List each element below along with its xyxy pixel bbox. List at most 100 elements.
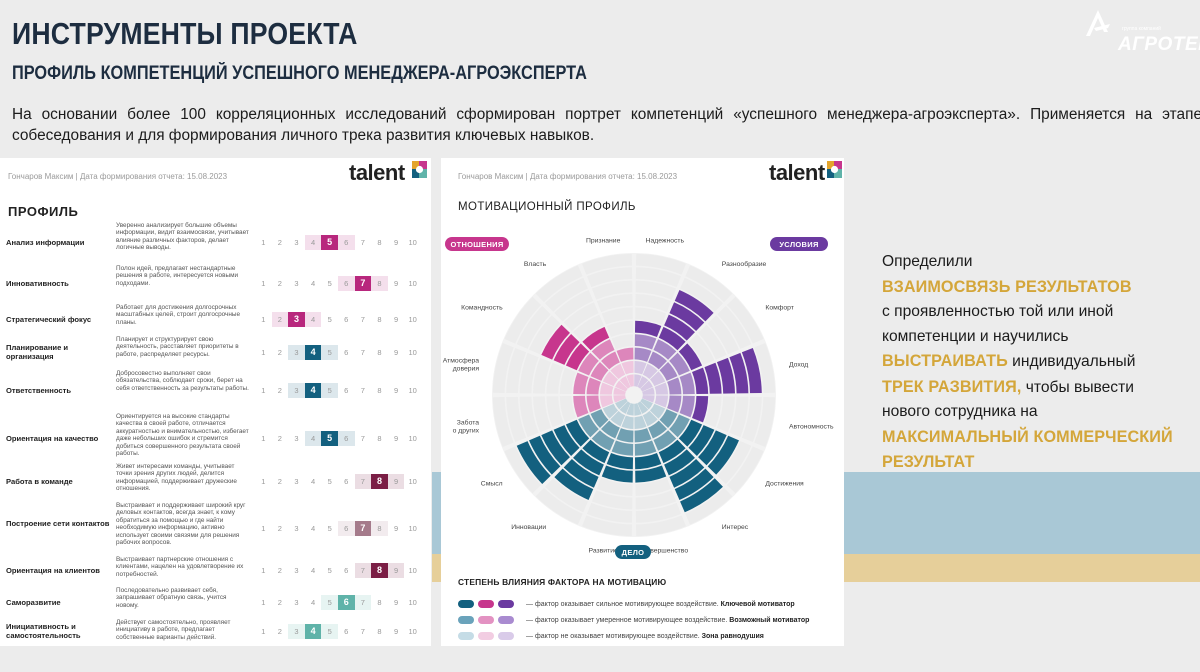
wheel-cell-empty xyxy=(606,320,634,337)
wheel-segment xyxy=(648,420,667,439)
competency-scale: 1 2 3 4 5 6 7 8 9 10 xyxy=(255,430,421,446)
competency-description: Живет интересами команды, учитывает точк… xyxy=(116,463,237,493)
scale-selected-value: 6 xyxy=(337,594,355,610)
wheel-cell-empty xyxy=(535,487,583,525)
motivation-card-header: Гончаров Максим | Дата формирования отче… xyxy=(458,172,678,181)
scale-value: 6 xyxy=(337,430,355,446)
scale-value: 5 xyxy=(321,382,338,398)
wheel-cell-empty xyxy=(611,334,634,350)
scale-value: 7 xyxy=(354,594,372,610)
wheel-segment xyxy=(658,439,686,464)
wheel-cell-empty xyxy=(591,280,633,300)
wheel-segment xyxy=(591,430,615,451)
wheel-segment xyxy=(541,324,570,360)
scale-value: 2 xyxy=(277,565,282,575)
wheel-segment xyxy=(729,352,749,394)
competency-label: Ориентация на клиентов xyxy=(6,565,100,575)
wheel-cell-empty xyxy=(545,478,588,513)
wheel-segment xyxy=(692,367,709,395)
scale-value: 5 xyxy=(327,278,332,288)
competency-label: Ответственность xyxy=(6,385,71,395)
scale-value: 2 xyxy=(271,311,289,327)
wheel-cell-empty xyxy=(545,277,588,312)
scale-value: 2 xyxy=(277,523,282,533)
scale-value: 1 xyxy=(261,314,266,324)
profile-card: Гончаров Максим | Дата формирования отче… xyxy=(0,158,431,646)
wheel-factor-label: Атмосфера доверия xyxy=(443,358,480,373)
scale-value: 7 xyxy=(360,314,365,324)
competency-label: Ориентация на качество xyxy=(6,433,99,443)
wheel-segment xyxy=(659,362,678,381)
wheel-segment xyxy=(601,351,620,370)
competency-scale: 1 2 3 4 5 6 7 8 9 10 xyxy=(255,275,421,291)
wheel-cell-empty xyxy=(492,397,514,447)
scale-value: 1 xyxy=(261,523,266,533)
competency-description: Ориентируется на высокие стандарты качес… xyxy=(116,413,249,458)
scale-value: 7 xyxy=(360,385,365,395)
scale-value: 1 xyxy=(261,626,266,636)
wheel-segment xyxy=(634,320,662,337)
competency-description: Уверенно анализирует большие объемы инфо… xyxy=(116,222,249,252)
scale-value: 10 xyxy=(408,347,417,357)
wheel-segment xyxy=(669,459,705,488)
wheel-segment xyxy=(573,372,589,395)
wheel-segment xyxy=(626,374,634,387)
wheel-segment xyxy=(640,380,653,392)
wheel-cell-empty xyxy=(635,502,682,523)
scale-value: 9 xyxy=(393,314,399,324)
scale-value: 7 xyxy=(360,626,365,636)
scale-value: 6 xyxy=(344,565,349,575)
wheel-segment xyxy=(590,409,609,428)
scale-value: 2 xyxy=(277,385,282,395)
wheel-cell-empty xyxy=(635,307,667,325)
intro-paragraph: На основании более 100 корреляционных ис… xyxy=(12,106,1200,144)
wheel-segment xyxy=(582,326,610,351)
scale-value: 1 xyxy=(261,565,266,575)
wheel-segment xyxy=(669,302,705,331)
competency-row: Анализ информации Уверенно анализирует бо… xyxy=(0,222,431,262)
competency-scale: 1 2 3 4 5 6 7 8 9 10 xyxy=(255,562,421,578)
wheel-segment xyxy=(615,398,628,410)
wheel-factor-label: Признание xyxy=(586,238,621,245)
wheel-cell-empty xyxy=(726,446,764,494)
wheel-segment xyxy=(573,449,604,476)
wheel-cell-empty xyxy=(635,490,677,510)
wheel-factor-label: Командность xyxy=(461,305,503,312)
competency-description: Добросовестно выполняет свои обязательст… xyxy=(116,370,249,392)
wheel-segment xyxy=(654,395,668,408)
wheel-segment xyxy=(649,371,666,387)
competency-row: Инициативность и самостоятельность Действ… xyxy=(0,619,431,643)
legend-text: — фактор оказывает умеренное мотивирующе… xyxy=(526,617,809,624)
side-highlight-3: трек развития, xyxy=(882,377,1022,396)
wheel-cell-empty xyxy=(741,396,762,443)
scale-value: 1 xyxy=(261,433,266,443)
wheel-cell-empty xyxy=(529,315,561,355)
wheel-factor-label: Комфорт xyxy=(765,305,794,312)
wheel-segment xyxy=(707,435,739,475)
wheel-cell-empty xyxy=(506,347,527,394)
wheel-segment xyxy=(642,395,655,403)
scale-value: 4 xyxy=(310,597,316,607)
legend-swatch xyxy=(498,616,514,624)
scale-value: 9 xyxy=(393,385,399,395)
scale-value: 3 xyxy=(294,565,299,575)
wheel-segment xyxy=(635,465,667,483)
scale-value: 6 xyxy=(344,347,349,357)
scale-selected-value: 8 xyxy=(371,473,388,489)
wheel-segment xyxy=(573,395,589,418)
scale-value: 2 xyxy=(277,278,282,288)
wheel-segment xyxy=(674,468,714,500)
wheel-cell-empty xyxy=(680,277,723,312)
scale-value: 7 xyxy=(360,433,365,443)
logo-name: АГРОТЕК xyxy=(1118,34,1200,55)
wheel-segment xyxy=(553,334,580,365)
side-text-1: Определили xyxy=(882,253,973,270)
wheel-factor-label: Доход xyxy=(789,362,808,369)
scale-value: 3 xyxy=(288,623,305,639)
scale-value: 1 xyxy=(261,476,266,486)
competency-label: Планирование и организация xyxy=(6,343,69,361)
logo-small-text: группа компаний xyxy=(1122,26,1161,32)
competency-label: Саморазвитие xyxy=(6,597,61,607)
wheel-cell-empty xyxy=(586,267,633,288)
scale-value: 9 xyxy=(393,523,399,533)
